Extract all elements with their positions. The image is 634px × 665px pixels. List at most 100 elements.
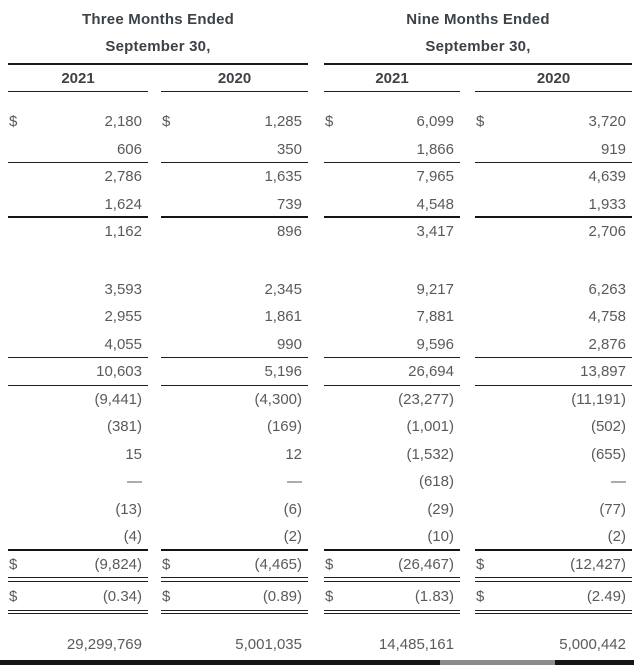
table-cell: 10,603 <box>8 358 148 386</box>
cell-value: (11,191) <box>571 390 626 408</box>
table-cell: (23,277) <box>324 386 460 414</box>
table-cell: — <box>475 468 632 496</box>
cell-value: (0.89) <box>262 588 302 605</box>
cell-value: (26,467) <box>398 555 454 573</box>
cell-value: (2) <box>283 528 302 545</box>
table-cell: 896 <box>161 218 308 246</box>
cell-value: 1,861 <box>264 308 302 325</box>
dollar-sign: $ <box>162 588 171 605</box>
dollar-sign: $ <box>476 113 485 130</box>
table-cell: $ (1.83) <box>324 583 460 614</box>
table-row: $ (0.34) $ (0.89) $ (1.83) $ (2.49) <box>8 583 634 614</box>
cell-value: 6,099 <box>416 113 454 130</box>
cell-value: 5,001,035 <box>235 635 302 653</box>
group-title-line1: Nine Months Ended <box>406 11 550 28</box>
scrollbar-thumb[interactable] <box>440 660 555 665</box>
dollar-sign: $ <box>9 555 18 573</box>
table-cell: 606 <box>8 136 148 163</box>
cell-value: (381) <box>106 418 142 435</box>
table-cell: (1,001) <box>324 413 460 441</box>
cell-value: 2,345 <box>264 280 302 298</box>
cell-value: (2.49) <box>586 588 626 605</box>
table-cell: — <box>8 468 148 496</box>
cell-value: 4,639 <box>588 168 626 185</box>
table-cell: 990 <box>161 331 308 358</box>
cell-value: 29,299,769 <box>66 635 142 653</box>
table-row: 15 12 (1,532) (655) <box>8 441 634 469</box>
table-cell: $ (0.89) <box>161 583 308 614</box>
table-cell: 2,786 <box>8 163 148 191</box>
table-row: (4) (2) (10) (2) <box>8 523 634 551</box>
cell-value: 4,055 <box>104 335 142 353</box>
table-cell: 1,162 <box>8 218 148 246</box>
cell-value: 1,162 <box>104 223 142 240</box>
table-cell: (381) <box>8 413 148 441</box>
table-row: 29,299,769 5,001,035 14,485,161 5,000,442 <box>8 631 634 659</box>
table-row: 1,162 896 3,417 2,706 <box>8 218 634 246</box>
table-cell: (77) <box>475 496 632 524</box>
cell-value: 350 <box>276 140 302 158</box>
table-body: $2,180 $1,285 $6,099 $3,720 606 350 1,866 919 2,… <box>8 92 634 658</box>
cell-value: 896 <box>276 223 302 240</box>
cell-value: (1,532) <box>406 445 454 463</box>
cell-value: (4,465) <box>254 555 302 573</box>
table-cell: $ (9,824) <box>8 551 148 581</box>
cell-value: 990 <box>276 335 302 353</box>
table-cell: 4,758 <box>475 303 632 331</box>
table-cell: (1,532) <box>324 441 460 469</box>
cell-value: 9,217 <box>416 280 454 298</box>
table-row: — — (618) — <box>8 468 634 496</box>
cell-value: 5,196 <box>264 363 302 380</box>
cell-value: 606 <box>116 140 142 158</box>
cell-value: 12 <box>285 445 302 463</box>
table-row: 1,624 739 4,548 1,933 <box>8 191 634 218</box>
table-cell: 12 <box>161 441 308 469</box>
table-cell: 4,548 <box>324 191 460 218</box>
cell-value: — <box>287 473 302 490</box>
table-cell: 919 <box>475 136 632 163</box>
group-title-line2: September 30, <box>425 38 531 55</box>
table-cell: $ (26,467) <box>324 551 460 581</box>
cell-value: 10,603 <box>96 363 142 380</box>
table-cell: 1,933 <box>475 191 632 218</box>
table-row: (9,441) (4,300) (23,277) (11,191) <box>8 386 634 414</box>
cell-value: 3,417 <box>416 223 454 240</box>
header-group-nine-months: Nine Months Ended September 30, 2021 202… <box>324 6 632 92</box>
table-row: 10,603 5,196 26,694 13,897 <box>8 358 634 386</box>
table-row: $2,180 $1,285 $6,099 $3,720 <box>8 108 634 136</box>
cell-value: (618) <box>418 473 454 490</box>
year-header-2021: 2021 <box>324 65 460 92</box>
cell-value: 4,758 <box>588 308 626 325</box>
table-cell: 29,299,769 <box>8 631 148 659</box>
dollar-sign: $ <box>162 555 171 573</box>
dollar-sign: $ <box>325 113 334 130</box>
cell-value: 1,933 <box>588 195 626 213</box>
table-cell: $1,285 <box>161 108 308 136</box>
table-cell: (9,441) <box>8 386 148 414</box>
table-cell: 26,694 <box>324 358 460 386</box>
cell-value: (12,427) <box>570 555 626 573</box>
table-cell: (169) <box>161 413 308 441</box>
horizontal-scrollbar[interactable] <box>0 660 634 665</box>
cell-value: (4,300) <box>254 390 302 408</box>
cell-value: (169) <box>266 418 302 435</box>
cell-value: 1,624 <box>104 195 142 213</box>
cell-value: 739 <box>276 195 302 213</box>
group-rule <box>324 63 632 65</box>
cell-value: (10) <box>427 528 454 545</box>
table-cell: (2) <box>161 523 308 551</box>
year-columns: 2021 2020 <box>8 65 308 92</box>
table-cell: (29) <box>324 496 460 524</box>
table-cell: (13) <box>8 496 148 524</box>
table-cell: $ (12,427) <box>475 551 632 581</box>
table-cell: 1,866 <box>324 136 460 163</box>
dollar-sign: $ <box>9 113 18 130</box>
table-cell: $3,720 <box>475 108 632 136</box>
dollar-sign: $ <box>325 555 334 573</box>
cell-value: 26,694 <box>408 363 454 380</box>
table-cell: (655) <box>475 441 632 469</box>
cell-value: (9,824) <box>94 555 142 573</box>
group-title-line1: Three Months Ended <box>82 11 234 28</box>
table-cell: (6) <box>161 496 308 524</box>
